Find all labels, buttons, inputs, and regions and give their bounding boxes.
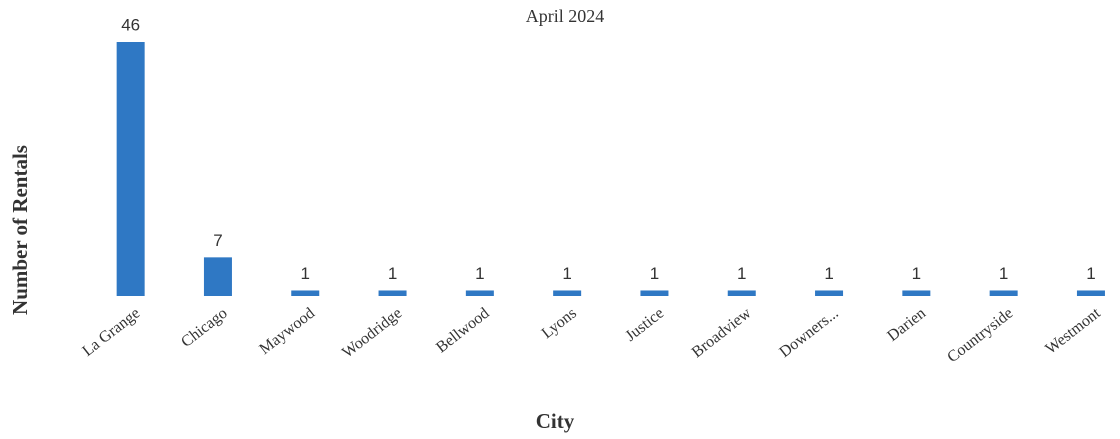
x-tick-label: Bellwood (433, 305, 492, 357)
x-tick-label: Justice (622, 305, 667, 345)
bar (291, 290, 320, 296)
data-label: 1 (650, 264, 659, 283)
bar (815, 290, 844, 296)
bar (378, 290, 407, 296)
chart-subtitle: April 2024 (526, 6, 605, 26)
y-axis-label: Number of Rentals (8, 145, 32, 315)
x-tick-label: Westmont (1042, 304, 1104, 357)
x-tick-label: Broadview (689, 304, 755, 361)
bar (203, 257, 232, 296)
bar (640, 290, 669, 296)
data-label: 1 (1086, 264, 1095, 283)
data-label: 1 (388, 264, 397, 283)
data-label: 46 (121, 15, 140, 34)
x-tick-label: Downers... (776, 305, 841, 361)
bar (989, 290, 1018, 296)
data-label: 1 (737, 264, 746, 283)
x-tick-label: Countryside (944, 305, 1016, 367)
bar (465, 290, 494, 296)
x-tick-label: Woodridge (339, 305, 405, 362)
x-tick-label: Darien (884, 305, 929, 345)
data-label: 7 (213, 231, 222, 250)
data-label: 1 (824, 264, 833, 283)
x-tick-label: Chicago (178, 305, 230, 351)
x-tick-label: La Grange (79, 305, 143, 360)
x-tick-label: Lyons (539, 305, 580, 342)
x-tick-label: Maywood (256, 305, 318, 358)
data-label: 1 (912, 264, 921, 283)
data-label: 1 (562, 264, 571, 283)
bar (1076, 290, 1105, 296)
bar (116, 42, 145, 296)
bar (553, 290, 582, 296)
bar (727, 290, 756, 296)
x-axis-label: City (536, 409, 575, 433)
data-label: 1 (475, 264, 484, 283)
bar (902, 290, 931, 296)
data-label: 1 (999, 264, 1008, 283)
data-label: 1 (301, 264, 310, 283)
